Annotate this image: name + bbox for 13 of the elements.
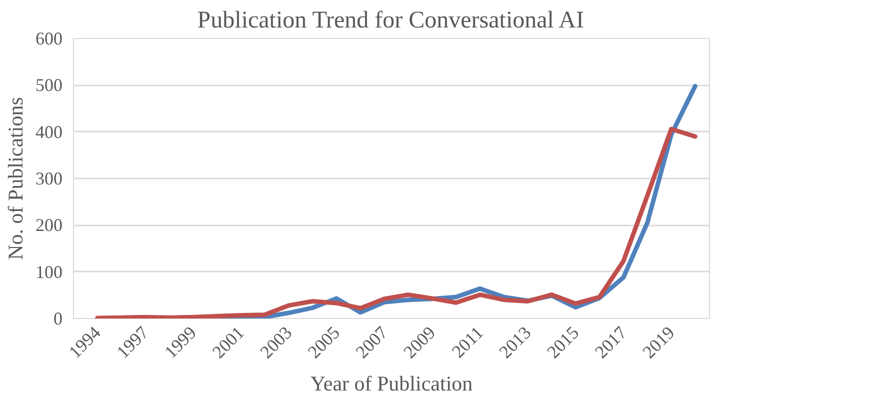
y-tick-label: 600: [36, 28, 62, 48]
y-axis-title: No. of Publications: [4, 97, 28, 260]
x-tick-label: 2011: [448, 322, 488, 362]
y-tick-label: 400: [36, 122, 62, 142]
y-tick-label: 100: [36, 262, 62, 282]
y-tick-label: 500: [36, 75, 62, 96]
y-tick-label: 300: [36, 168, 62, 188]
y-tick-label: 200: [36, 215, 62, 236]
line-series: [95, 126, 698, 318]
chart-title: Publication Trend for Conversational AI: [197, 8, 584, 34]
y-tick-label: 0: [54, 308, 62, 328]
x-tick-label: 1999: [160, 322, 200, 362]
x-axis-title: Year of Publication: [310, 371, 474, 396]
